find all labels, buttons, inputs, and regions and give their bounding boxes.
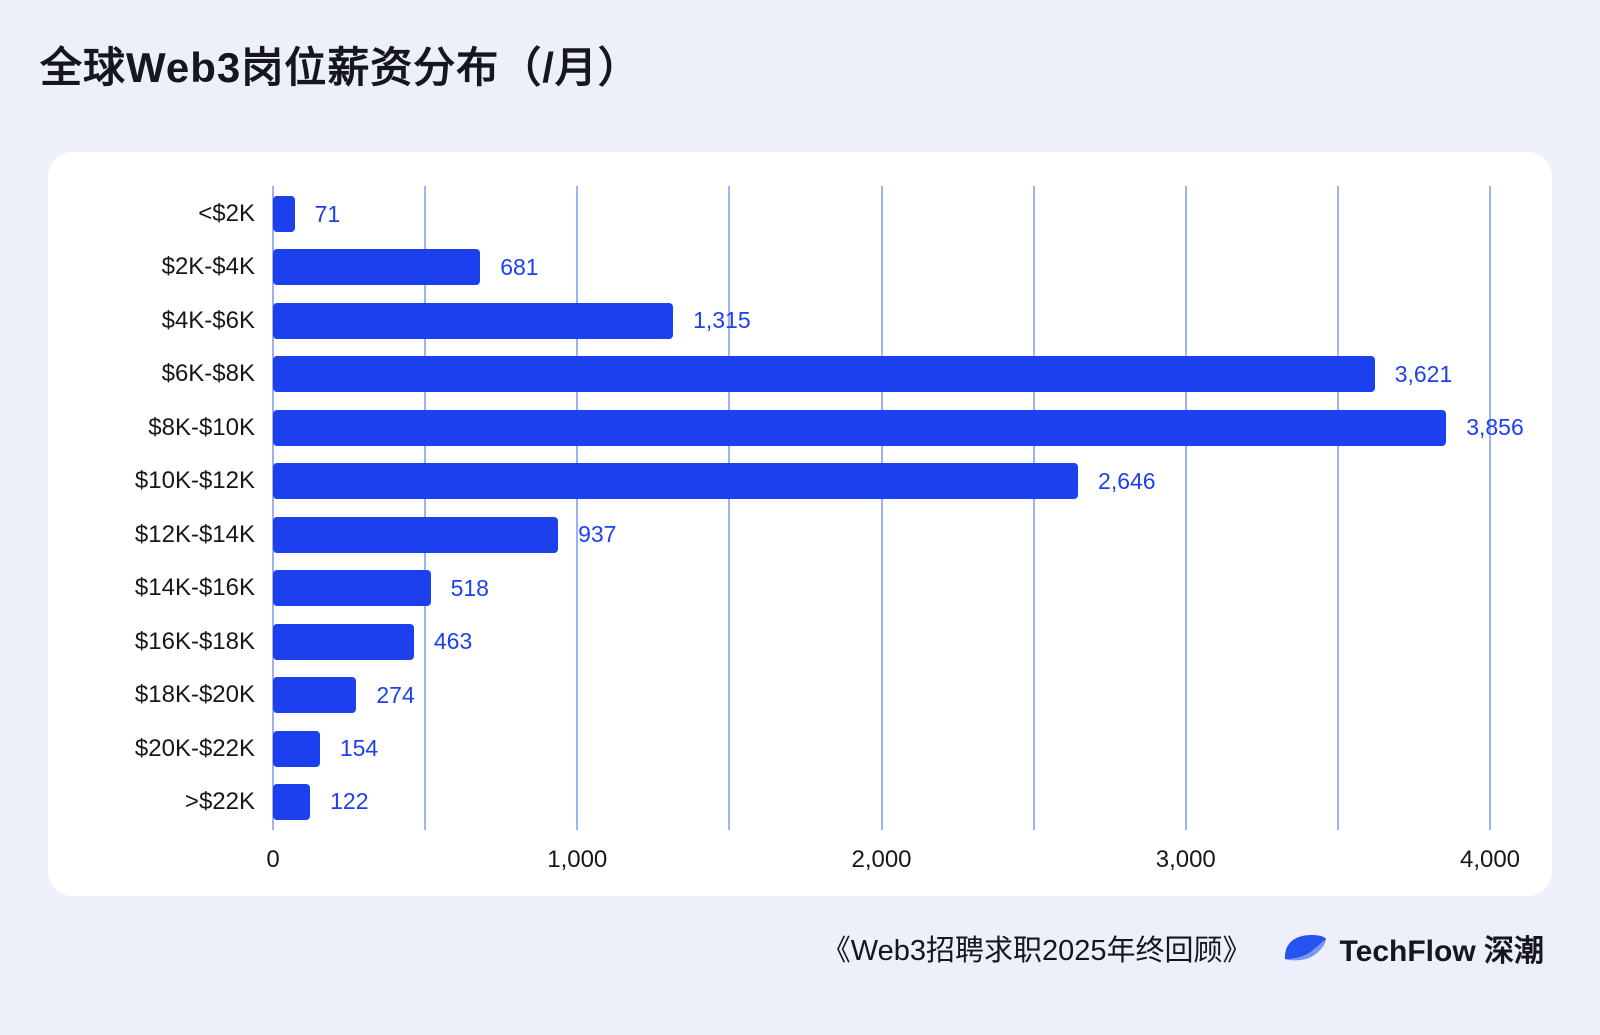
bar: [273, 730, 320, 767]
bar: [273, 516, 559, 553]
grid-line: [1336, 186, 1339, 830]
bar-row: $6K-$8K 3,621: [88, 348, 1490, 400]
bar: [273, 249, 481, 286]
value-label: 122: [330, 788, 369, 815]
bar: [273, 463, 1079, 500]
category-label: $16K-$18K: [134, 627, 255, 655]
grid-line: [272, 186, 274, 830]
value-label: 2,646: [1098, 467, 1156, 494]
bar-row: $14K-$16K 518: [88, 562, 1490, 614]
bar-row: $16K-$18K 463: [88, 616, 1490, 668]
category-label: <$2K: [198, 200, 255, 227]
brand: TechFlow 深潮: [1282, 926, 1544, 970]
bar-row: <$2K 71: [88, 188, 1490, 240]
bar: [273, 196, 295, 232]
bar: [273, 302, 674, 339]
plot-area: <$2K 71 $2K-$4K 681 $4K-$6K 1,315 $6K-$8K 3,621…: [88, 186, 1524, 878]
bar: [273, 356, 1375, 393]
value-label: 274: [376, 681, 415, 708]
category-label: $14K-$16K: [134, 574, 255, 602]
x-tick-label: 2,000: [851, 846, 912, 873]
category-label: $20K-$22K: [134, 734, 255, 762]
category-label: $12K-$14K: [134, 520, 255, 548]
bar-row: $18K-$20K 274: [88, 669, 1490, 721]
value-label: 937: [578, 521, 617, 548]
bar-row: $8K-$10K 3,856: [88, 402, 1524, 454]
brand-name: TechFlow 深潮: [1339, 935, 1544, 968]
grid-line: [424, 186, 427, 830]
grid-line: [880, 186, 883, 830]
category-label: $10K-$12K: [134, 467, 255, 495]
bar-track: 937: [273, 509, 1490, 561]
bar-track: 463: [273, 616, 1490, 668]
bar-row: >$22K 122: [88, 776, 1490, 828]
bar: [273, 783, 311, 820]
bar-track: 3,621: [273, 348, 1490, 400]
techflow-logo-icon: [1284, 935, 1326, 961]
value-label: 154: [339, 735, 379, 762]
grid-line: [1184, 186, 1187, 830]
category-label: $4K-$6K: [161, 306, 255, 334]
footer: 《Web3招聘求职2025年终回顾》 TechFlow 深潮: [822, 926, 1544, 970]
chart-title: 全球Web3岗位薪资分布（/月）: [40, 44, 641, 91]
x-tick-label: 1,000: [547, 846, 608, 873]
bar: [273, 677, 357, 714]
category-label: $6K-$8K: [161, 360, 255, 388]
category-label: $2K-$4K: [161, 253, 255, 281]
bar-track: 122: [273, 776, 1490, 828]
bar-track: 154: [273, 723, 1490, 775]
bar-row: $2K-$4K 681: [88, 241, 1490, 293]
grid-line: [728, 186, 731, 830]
value-label: 681: [500, 253, 539, 280]
bar: [273, 570, 431, 607]
x-tick-label: 4,000: [1459, 846, 1521, 873]
bar-track: 1,315: [273, 295, 1490, 347]
grid-line: [576, 186, 579, 830]
value-label: 3,621: [1394, 360, 1453, 387]
page: 全球Web3岗位薪资分布（/月） <$2K 71 $2K-$4K 681 $4K-$6K…: [0, 34, 1600, 1035]
bar-track: 518: [273, 562, 1490, 614]
bar-row: $10K-$12K 2,646: [88, 455, 1490, 507]
value-label: 463: [433, 628, 473, 655]
chart-card: <$2K 71 $2K-$4K 681 $4K-$6K 1,315 $6K-$8K 3,621…: [48, 152, 1552, 896]
value-label: 1,315: [693, 307, 751, 334]
x-axis: 0 1,000 2,000 3,000 4,000: [266, 830, 1520, 878]
category-label: $8K-$10K: [148, 413, 255, 441]
grid-line: [1489, 186, 1491, 830]
x-tick-label: 0: [266, 846, 280, 873]
bar-row: $12K-$14K 937: [88, 509, 1490, 561]
source-caption: 《Web3招聘求职2025年终回顾》: [821, 935, 1252, 967]
bar-track: 3,856: [273, 402, 1524, 454]
bar: [273, 623, 414, 660]
bar-track: 2,646: [273, 455, 1490, 507]
grid-layer: [272, 186, 1491, 830]
category-label: >$22K: [184, 787, 255, 815]
bar: [273, 409, 1447, 446]
category-label: $18K-$20K: [134, 681, 255, 709]
value-label: 3,856: [1466, 414, 1524, 441]
bar-row: $20K-$22K 154: [88, 723, 1490, 775]
value-label: 71: [314, 200, 341, 227]
bar-row: $4K-$6K 1,315: [88, 295, 1490, 347]
x-tick-label: 3,000: [1155, 846, 1216, 873]
bar-track: 274: [273, 669, 1490, 721]
bar-rows: <$2K 71 $2K-$4K 681 $4K-$6K 1,315 $6K-$8K 3,621…: [88, 186, 1524, 830]
grid-line: [1032, 186, 1035, 830]
value-label: 518: [450, 574, 489, 601]
bar-track: 681: [273, 241, 1490, 293]
bar-track: 71: [273, 188, 1490, 240]
